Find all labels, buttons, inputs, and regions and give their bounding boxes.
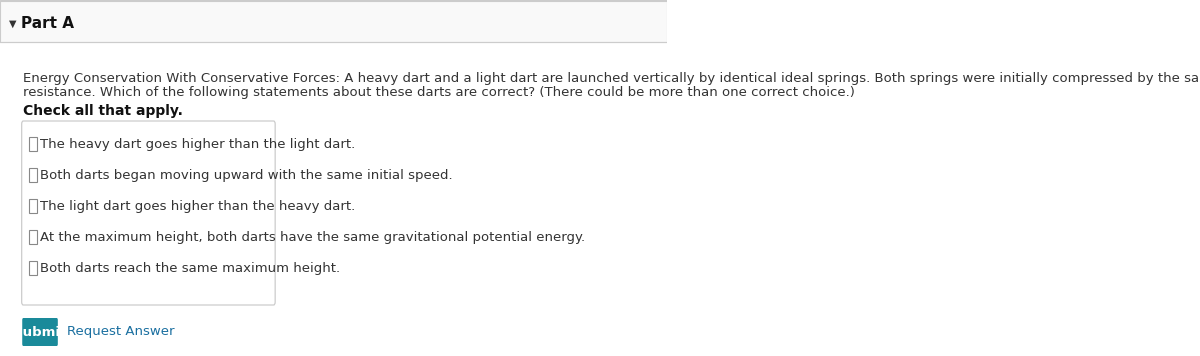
Text: Energy Conservation With Conservative Forces: A heavy dart and a light dart are : Energy Conservation With Conservative Fo… <box>23 72 1200 85</box>
Text: The light dart goes higher than the heavy dart.: The light dart goes higher than the heav… <box>40 200 355 213</box>
Text: Part A: Part A <box>22 16 74 31</box>
FancyBboxPatch shape <box>23 318 58 346</box>
Text: The heavy dart goes higher than the light dart.: The heavy dart goes higher than the ligh… <box>40 138 355 151</box>
Text: Both darts reach the same maximum height.: Both darts reach the same maximum height… <box>40 262 340 275</box>
FancyBboxPatch shape <box>29 230 37 244</box>
Text: Both darts began moving upward with the same initial speed.: Both darts began moving upward with the … <box>40 169 452 182</box>
FancyBboxPatch shape <box>29 136 37 151</box>
FancyBboxPatch shape <box>22 121 275 305</box>
FancyBboxPatch shape <box>29 261 37 274</box>
Text: resistance. Which of the following statements about these darts are correct? (Th: resistance. Which of the following state… <box>23 86 856 99</box>
Text: ▼: ▼ <box>8 19 16 29</box>
FancyBboxPatch shape <box>0 0 667 42</box>
Text: Submit: Submit <box>13 325 67 339</box>
Text: Request Answer: Request Answer <box>67 325 174 339</box>
FancyBboxPatch shape <box>29 168 37 182</box>
Text: At the maximum height, both darts have the same gravitational potential energy.: At the maximum height, both darts have t… <box>40 231 586 244</box>
Text: Check all that apply.: Check all that apply. <box>23 104 184 118</box>
FancyBboxPatch shape <box>29 199 37 213</box>
